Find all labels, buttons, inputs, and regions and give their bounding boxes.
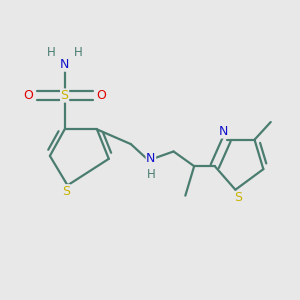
- Text: S: S: [62, 185, 70, 198]
- Text: O: O: [97, 89, 106, 102]
- Text: S: S: [234, 191, 242, 205]
- Text: N: N: [146, 152, 156, 165]
- Text: H: H: [74, 46, 82, 59]
- Text: N: N: [60, 58, 69, 71]
- Text: S: S: [61, 89, 69, 102]
- Text: H: H: [47, 46, 56, 59]
- Text: N: N: [218, 125, 228, 138]
- Text: H: H: [147, 168, 156, 181]
- Text: O: O: [23, 89, 33, 102]
